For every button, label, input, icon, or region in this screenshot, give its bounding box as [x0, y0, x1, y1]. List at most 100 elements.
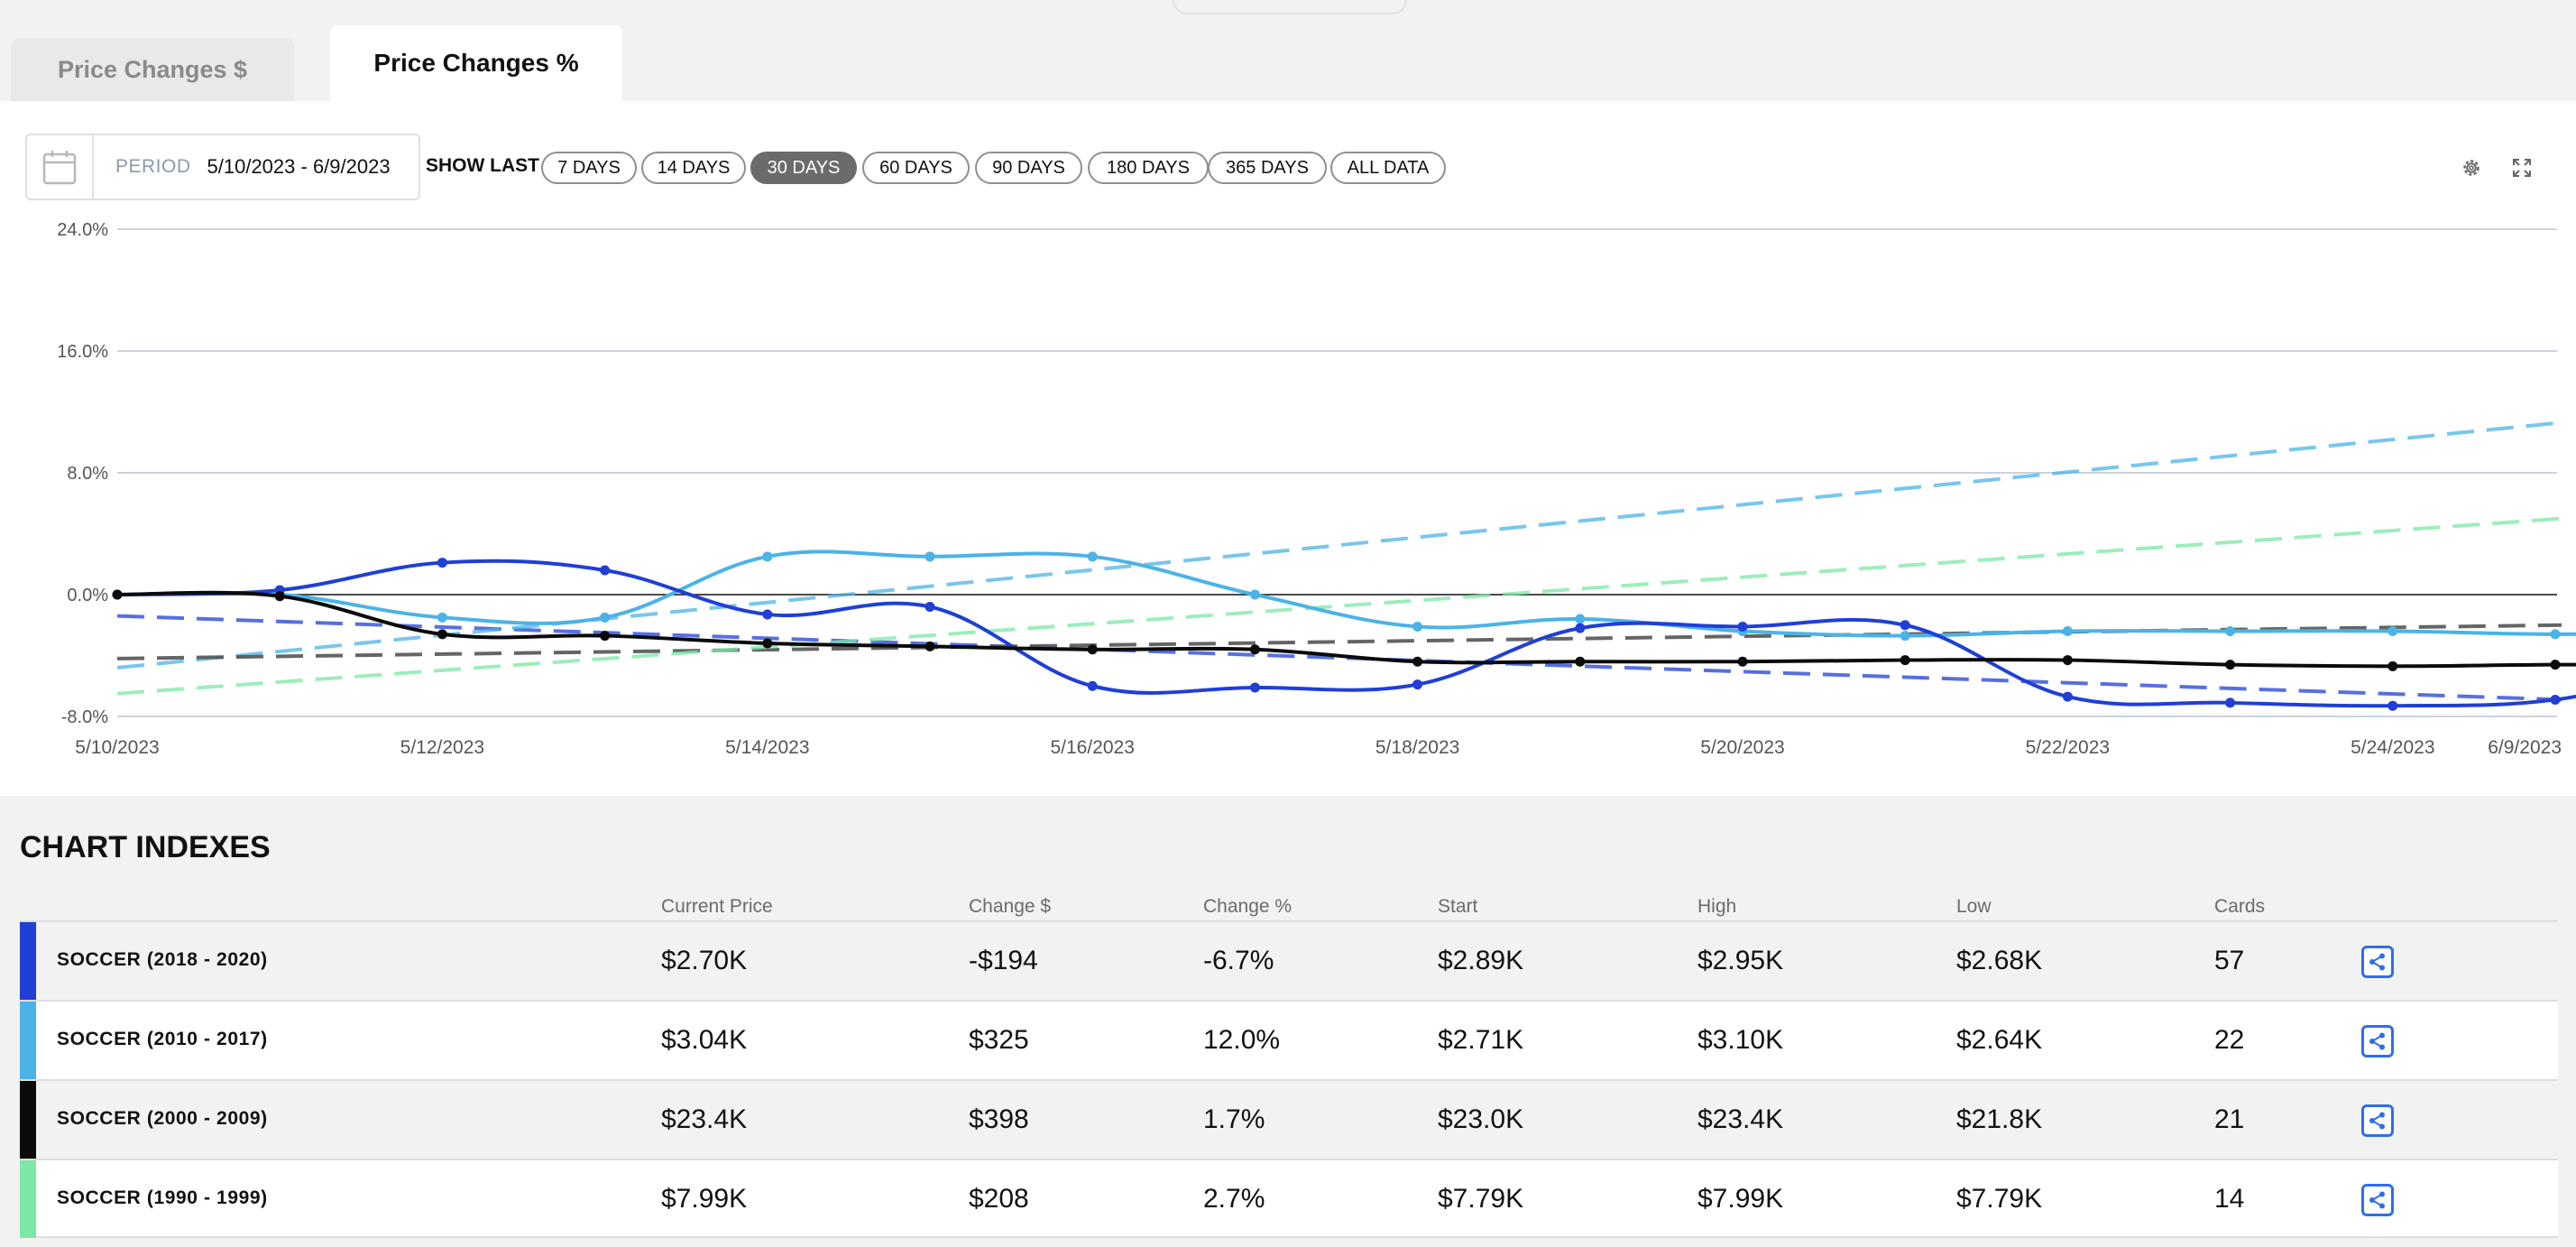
column-header-start: Start — [1438, 896, 1478, 917]
change-dollar: $398 — [969, 1104, 1029, 1134]
change-dollar: $325 — [969, 1025, 1029, 1055]
tab-price-changes-dollar[interactable]: Price Changes $ — [11, 38, 294, 101]
x-tick-label: 5/18/2023 — [1375, 737, 1459, 758]
change-dollar: -$194 — [969, 946, 1038, 975]
series-line-s2000 — [115, 590, 2576, 669]
data-point-s2010 — [2387, 626, 2398, 636]
data-point-s2010 — [762, 551, 773, 562]
high-price: $23.4K — [1697, 1104, 1784, 1134]
share-icon[interactable] — [2361, 946, 2394, 978]
data-point-s2018 — [2550, 694, 2561, 705]
data-point-s2018 — [1737, 621, 1748, 632]
data-point-s2010 — [1412, 621, 1423, 632]
data-point-s2010 — [2062, 626, 2073, 636]
data-point-s2018 — [1412, 679, 1423, 690]
data-point-s2000 — [2062, 655, 2073, 666]
y-tick-label: 16.0% — [57, 342, 108, 362]
data-point-s2010 — [2550, 629, 2561, 640]
column-header-low: Low — [1956, 896, 1992, 917]
high-price: $3.10K — [1697, 1025, 1784, 1055]
range-14-days-button[interactable]: 14 DAYS — [641, 152, 746, 184]
x-tick-label: 5/22/2023 — [2026, 737, 2110, 758]
data-point-s2018 — [762, 609, 773, 620]
expand-icon[interactable] — [2507, 153, 2536, 182]
change-percent: 1.7% — [1203, 1104, 1265, 1134]
series-color-swatch — [20, 1160, 36, 1238]
change-percent: 2.7% — [1203, 1184, 1265, 1214]
series-color-swatch — [20, 922, 36, 1000]
column-header-change-percent: Change % — [1203, 896, 1293, 917]
data-point-s2000 — [2550, 660, 2561, 670]
data-point-s2000 — [2225, 660, 2236, 670]
period-picker[interactable]: PERIOD 5/10/2023 - 6/9/2023 — [25, 134, 420, 200]
low-price: $2.64K — [1956, 1025, 2043, 1055]
data-point-s2000 — [2387, 660, 2398, 671]
data-point-s2010 — [437, 612, 447, 623]
current-price: $2.70K — [661, 946, 748, 975]
data-point-s2000 — [762, 638, 773, 649]
range-180-days-button[interactable]: 180 DAYS — [1088, 152, 1209, 184]
y-tick-label: 0.0% — [67, 586, 108, 605]
trend-line-s2018 — [116, 614, 2562, 702]
share-icon[interactable] — [2361, 1184, 2394, 1216]
index-name: SOCCER (2000 - 2009) — [57, 1108, 268, 1129]
data-point-s2018 — [925, 602, 935, 612]
range-90-days-button[interactable]: 90 DAYS — [975, 152, 1082, 184]
y-tick-label: 24.0% — [57, 220, 108, 240]
data-point-s2018 — [1249, 682, 1260, 693]
table-row[interactable]: SOCCER (2000 - 2009) $23.4K $398 1.7% $2… — [20, 1079, 2558, 1159]
data-point-s2010 — [1087, 551, 1098, 562]
table-row[interactable]: SOCCER (1990 - 1999) $7.99K $208 2.7% $7… — [20, 1159, 2558, 1238]
data-point-s2000 — [274, 591, 285, 602]
series-line-s2018 — [115, 559, 2576, 708]
low-price: $2.68K — [1956, 946, 2043, 975]
change-dollar: $208 — [969, 1184, 1029, 1214]
range-60-days-button[interactable]: 60 DAYS — [862, 152, 970, 184]
data-point-s2010 — [2225, 626, 2236, 636]
current-price: $7.99K — [661, 1184, 748, 1214]
low-price: $21.8K — [1956, 1104, 2043, 1134]
data-point-s2000 — [925, 641, 935, 651]
data-point-s2018 — [1575, 623, 1586, 633]
x-tick-label: 5/10/2023 — [75, 737, 159, 758]
data-point-s2000 — [112, 589, 123, 600]
x-tick-label: 6/9/2023 — [2488, 737, 2562, 758]
range-30-days-button[interactable]: 30 DAYS — [750, 152, 857, 184]
data-point-s2000 — [1737, 656, 1748, 667]
data-point-s2018 — [2225, 697, 2236, 708]
show-last-label: SHOW LAST — [426, 155, 539, 176]
x-tick-label: 5/16/2023 — [1050, 737, 1134, 758]
gear-icon[interactable] — [2457, 153, 2486, 182]
cards-count: 14 — [2214, 1184, 2245, 1214]
data-point-s2000 — [600, 631, 611, 642]
start-price: $7.79K — [1438, 1184, 1524, 1214]
range-7-days-button[interactable]: 7 DAYS — [541, 152, 637, 184]
table-row[interactable]: SOCCER (2010 - 2017) $3.04K $325 12.0% $… — [20, 1000, 2558, 1079]
series-color-swatch — [20, 1002, 36, 1079]
share-icon[interactable] — [2361, 1025, 2394, 1058]
chart-panel — [0, 101, 2576, 796]
range-all-data-button[interactable]: ALL DATA — [1330, 152, 1446, 184]
chart-indexes-title: CHART INDEXES — [20, 830, 271, 864]
data-point-s2000 — [1575, 656, 1586, 667]
table-row[interactable]: SOCCER (2018 - 2020) $2.70K -$194 -6.7% … — [20, 920, 2558, 1000]
x-tick-label: 5/12/2023 — [400, 737, 484, 758]
current-price: $3.04K — [661, 1025, 748, 1055]
start-price: $2.89K — [1438, 946, 1524, 975]
share-icon[interactable] — [2361, 1104, 2394, 1137]
data-point-s2018 — [1900, 620, 1910, 631]
range-365-days-button[interactable]: 365 DAYS — [1208, 152, 1327, 184]
data-point-s2000 — [1412, 656, 1423, 667]
data-point-s2010 — [1249, 589, 1260, 600]
data-point-s2000 — [1249, 644, 1260, 655]
data-point-s2018 — [1087, 680, 1098, 691]
calendar-icon[interactable] — [27, 135, 94, 199]
series-line-s2010 — [115, 550, 2576, 638]
data-point-s2000 — [1087, 644, 1098, 655]
column-header-current-price: Current Price — [661, 896, 773, 917]
series-color-swatch — [20, 1081, 36, 1159]
y-tick-label: -8.0% — [61, 707, 108, 727]
index-name: SOCCER (2010 - 2017) — [57, 1029, 268, 1049]
tab-price-changes-percent[interactable]: Price Changes % — [330, 25, 622, 101]
data-point-s2010 — [600, 612, 611, 623]
